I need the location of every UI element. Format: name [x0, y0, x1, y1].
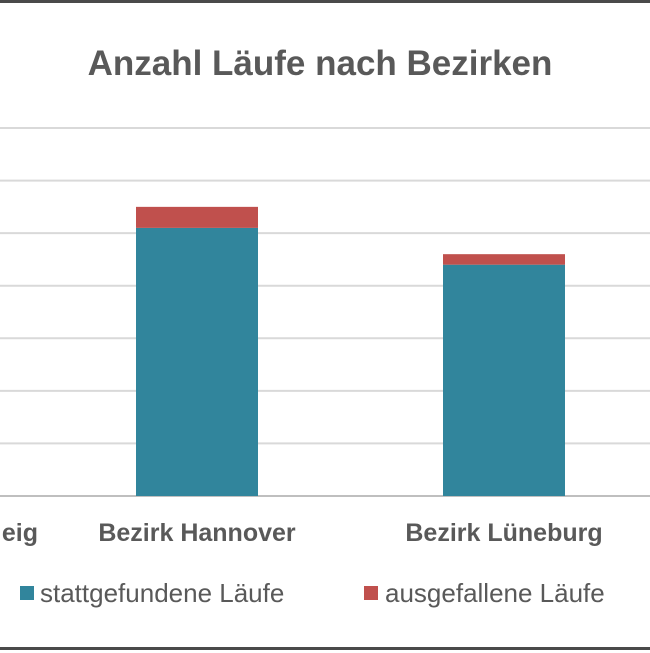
chart-title: Anzahl Läufe nach Bezirken [88, 44, 553, 83]
bar-stattgefunden-2 [136, 227, 258, 496]
bars [136, 206, 565, 496]
x-tick-label: Bezirk Lüneburg [405, 519, 602, 547]
legend-label: stattgefundene Läufe [40, 578, 284, 608]
legend-swatch [20, 586, 34, 600]
x-axis-labels: eig Bezirk Hannover Bezirk Lüneburg [2, 519, 603, 547]
legend: stattgefundene Läufe ausgefallene Läufe [20, 578, 605, 608]
x-tick-label: Bezirk Hannover [98, 519, 296, 547]
bar-ausgefallen-3 [443, 254, 565, 265]
legend-swatch [364, 586, 378, 600]
chart-svg: Anzahl Läufe nach Bezirken eig Bezirk Han… [0, 44, 650, 608]
bar-stattgefunden-3 [443, 264, 565, 496]
gridlines [0, 127, 650, 497]
legend-label: ausgefallene Läufe [385, 578, 605, 608]
x-tick-label: eig [2, 519, 38, 547]
bar-ausgefallen-2 [136, 206, 258, 228]
